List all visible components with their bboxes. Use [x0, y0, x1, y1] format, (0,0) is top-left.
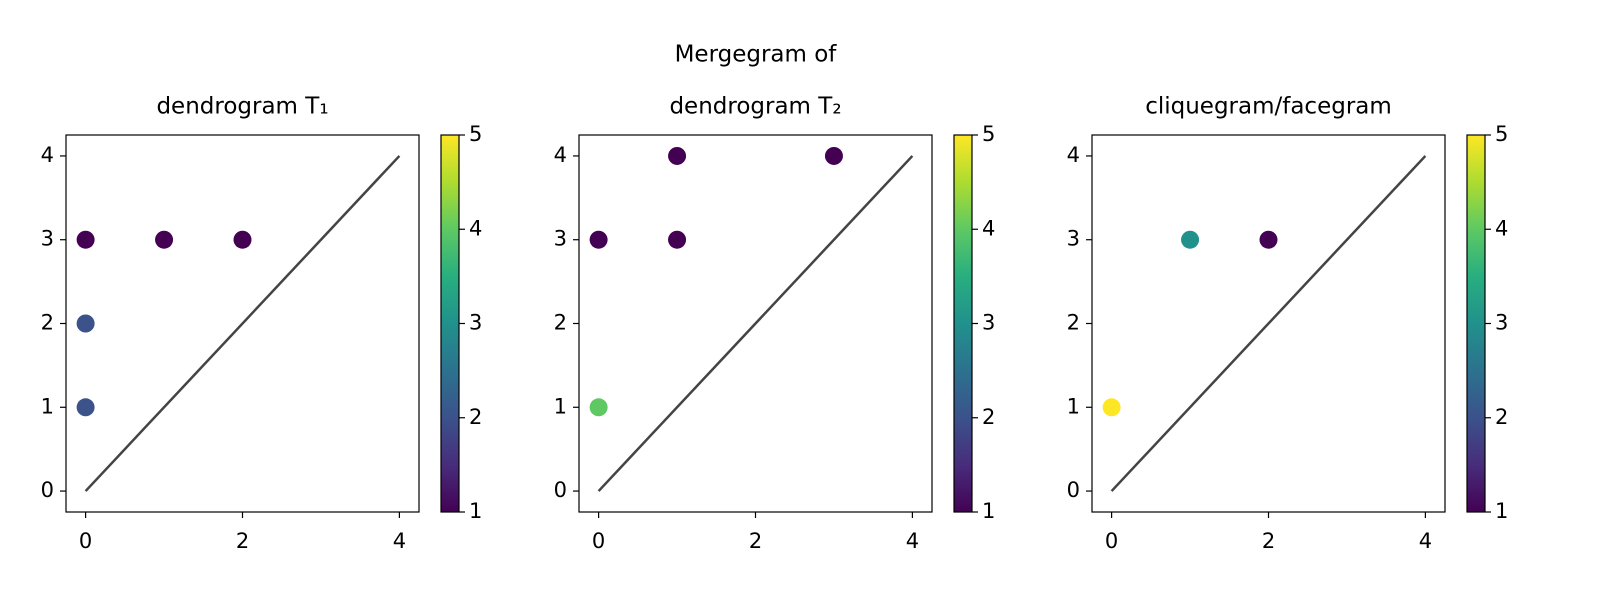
colorbar-tick-label: 5 [469, 122, 482, 146]
x-tick-label: 4 [393, 529, 406, 553]
plot-frame [578, 134, 933, 513]
point [589, 398, 608, 417]
point [1259, 230, 1278, 249]
diagonal-line [84, 155, 401, 492]
point [668, 146, 687, 165]
point [824, 146, 843, 165]
y-tick-label: 0 [41, 478, 54, 502]
y-tick-label: 2 [554, 311, 567, 335]
point [76, 314, 95, 333]
x-tick-label: 2 [749, 529, 762, 553]
point [233, 230, 252, 249]
colorbar [1466, 134, 1486, 513]
y-tick-label: 3 [1067, 227, 1080, 251]
colorbar-tick-label: 3 [469, 311, 482, 335]
point [589, 230, 608, 249]
y-tick-label: 2 [41, 311, 54, 335]
point [76, 398, 95, 417]
colorbar-tick-label: 1 [469, 499, 482, 523]
colorbar-tick-label: 2 [982, 405, 995, 429]
colorbar-tick-label: 3 [1495, 311, 1508, 335]
y-tick-label: 1 [41, 394, 54, 418]
colorbar-tick-label: 5 [1495, 122, 1508, 146]
point [1181, 230, 1200, 249]
y-tick-label: 4 [554, 143, 567, 167]
chart-title: cliquegram/facegram [1145, 94, 1392, 120]
colorbar-tick-label: 4 [982, 216, 995, 240]
point [155, 230, 174, 249]
point [668, 230, 687, 249]
x-tick-label: 0 [1105, 529, 1118, 553]
y-tick-label: 0 [554, 478, 567, 502]
colorbar-tick-label: 2 [469, 405, 482, 429]
point [76, 230, 95, 249]
colorbar-tick-label: 3 [982, 311, 995, 335]
y-tick-label: 3 [554, 227, 567, 251]
y-tick-label: 0 [1067, 478, 1080, 502]
x-tick-label: 0 [79, 529, 92, 553]
colorbar-tick-label: 2 [1495, 405, 1508, 429]
y-tick-label: 3 [41, 227, 54, 251]
colorbar-tick-label: 4 [469, 216, 482, 240]
plot-frame [65, 134, 420, 513]
y-tick-label: 1 [1067, 394, 1080, 418]
colorbar-tick-label: 5 [982, 122, 995, 146]
colorbar-tick-label: 1 [982, 499, 995, 523]
colorbar [953, 134, 973, 513]
x-tick-label: 2 [236, 529, 249, 553]
chart-title: dendrogram T₁ [156, 94, 328, 120]
y-tick-label: 1 [554, 394, 567, 418]
y-tick-label: 2 [1067, 311, 1080, 335]
colorbar [440, 134, 460, 513]
x-tick-label: 4 [906, 529, 919, 553]
diagonal-line [597, 155, 914, 492]
chart-title: dendrogram T₂ [669, 94, 841, 120]
y-tick-label: 4 [1067, 143, 1080, 167]
point [1102, 398, 1121, 417]
diagonal-line [1110, 155, 1427, 492]
chart-title: Mergegram of [675, 42, 838, 68]
plot-frame [1091, 134, 1446, 513]
x-tick-label: 4 [1419, 529, 1432, 553]
x-tick-label: 2 [1262, 529, 1275, 553]
colorbar-tick-label: 4 [1495, 216, 1508, 240]
x-tick-label: 0 [592, 529, 605, 553]
y-tick-label: 4 [41, 143, 54, 167]
colorbar-tick-label: 1 [1495, 499, 1508, 523]
